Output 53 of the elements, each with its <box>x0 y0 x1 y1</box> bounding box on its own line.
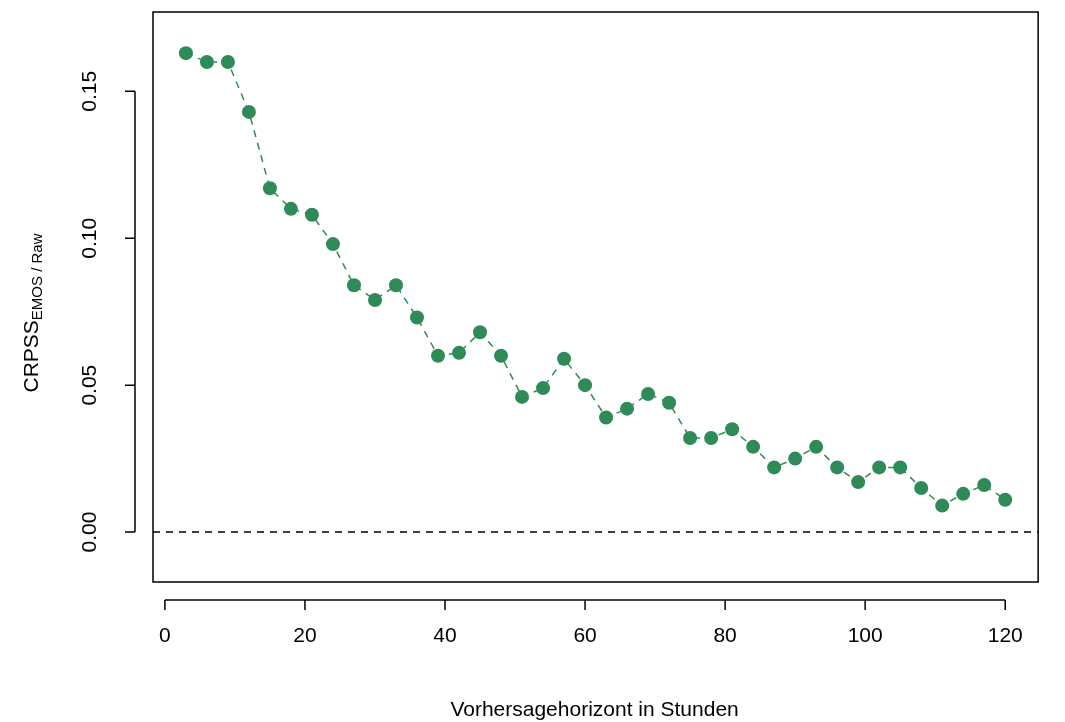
point <box>283 201 298 216</box>
point <box>325 237 340 252</box>
point <box>304 207 319 222</box>
point <box>410 310 424 325</box>
point <box>830 460 845 475</box>
x-tick-label: 100 <box>847 623 883 647</box>
point <box>262 181 277 196</box>
y-tick-label: 0.05 <box>76 364 100 406</box>
point <box>935 498 950 513</box>
point <box>683 431 698 446</box>
point <box>241 104 256 119</box>
point <box>977 478 992 493</box>
point <box>746 439 761 454</box>
point <box>388 278 403 293</box>
point <box>557 351 572 366</box>
point <box>662 395 677 410</box>
point <box>599 410 614 425</box>
y-tick-label: 0.00 <box>76 511 100 553</box>
x-tick-label: 80 <box>713 623 737 647</box>
point <box>641 386 656 401</box>
y-axis-title: CRPSSEMOS / Raw <box>18 233 46 393</box>
point <box>367 292 382 307</box>
point <box>893 460 908 475</box>
y-tick-label: 0.10 <box>76 217 100 259</box>
point <box>220 54 235 69</box>
x-tick-label: 120 <box>987 623 1023 647</box>
point <box>851 475 866 490</box>
point <box>914 480 929 495</box>
point <box>956 486 971 501</box>
x-axis-title: Vorhersagehorizont in Stunden <box>450 697 739 720</box>
point <box>725 422 740 437</box>
y-tick-label: 0.15 <box>76 70 100 112</box>
point <box>578 378 593 393</box>
point <box>620 401 635 416</box>
point <box>178 46 193 61</box>
x-tick-label: 0 <box>159 623 171 647</box>
point <box>998 492 1013 507</box>
point <box>704 431 719 446</box>
point <box>767 460 782 475</box>
x-tick-label: 40 <box>433 623 457 647</box>
point <box>473 325 488 340</box>
point <box>199 54 214 69</box>
point <box>872 460 887 475</box>
x-tick-label: 60 <box>573 623 597 647</box>
point <box>431 348 446 363</box>
point <box>788 451 803 466</box>
point <box>346 278 361 293</box>
point <box>494 348 509 363</box>
point <box>452 345 467 360</box>
point <box>809 439 824 454</box>
point <box>536 381 551 396</box>
point <box>515 389 530 404</box>
x-tick-label: 20 <box>293 623 317 647</box>
